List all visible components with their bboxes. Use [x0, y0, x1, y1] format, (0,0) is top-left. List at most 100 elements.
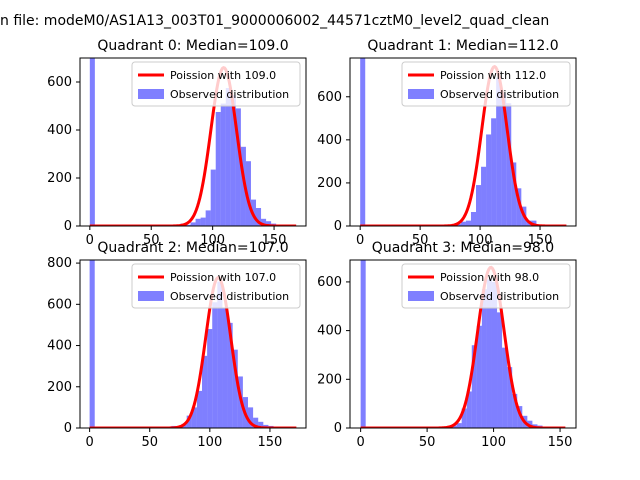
- legend-bars-label: Observed distribution: [170, 290, 289, 303]
- x-tick-label: 50: [141, 435, 158, 450]
- histogram-bar: [225, 88, 231, 226]
- legend-bars-swatch: [138, 291, 164, 301]
- histogram-bar: [496, 77, 502, 226]
- legend: Poission with 112.0 Observed distribution: [401, 61, 571, 107]
- chart-quadrant-0: Quadrant 0: Median=109.0 0 50 100 150 0 200 400…: [47, 38, 307, 248]
- histogram-bar: [481, 289, 487, 428]
- chart-title: Quadrant 1: Median=112.0: [367, 38, 558, 54]
- histogram-bar: [497, 312, 503, 428]
- y-tick-label: 200: [317, 372, 342, 387]
- legend-box: [131, 61, 301, 107]
- legend-box: [401, 61, 571, 107]
- chart-title: Quadrant 3: Median=98.0: [372, 240, 554, 256]
- histogram-bar: [196, 390, 203, 428]
- histogram-bar: [220, 103, 226, 226]
- legend-bars-swatch: [408, 89, 434, 99]
- x-tick-label: 150: [528, 233, 553, 248]
- y-tick-label: 200: [317, 176, 342, 191]
- chart-quadrant-3: Quadrant 3: Median=98.0 0 50 100 150 0 200 400 6…: [317, 240, 577, 450]
- histogram-bar: [261, 218, 267, 226]
- axes-frame: [349, 57, 577, 227]
- x-tick-label: 50: [412, 233, 429, 248]
- histogram-bar: [215, 112, 221, 226]
- histogram-bar: [186, 415, 192, 428]
- plot-area: [89, 58, 297, 226]
- x-tick-label: 0: [356, 435, 364, 450]
- poisson-curve: [89, 65, 297, 226]
- x-tick-label: 0: [356, 233, 364, 248]
- legend-poisson-label: Poission with 109.0: [170, 69, 276, 82]
- histogram-bar: [481, 166, 487, 226]
- x-tick-label: 100: [481, 435, 506, 450]
- histogram-bar: [360, 260, 366, 428]
- legend: Poission with 98.0 Observed distribution: [401, 263, 571, 309]
- histogram-bar: [245, 161, 251, 226]
- histogram-bar: [451, 425, 457, 428]
- axes-frame: [79, 259, 307, 429]
- histogram-bar: [501, 93, 507, 226]
- legend: Poission with 107.0 Observed distribution: [131, 263, 301, 309]
- histogram-bar: [247, 407, 254, 428]
- poisson-curve: [360, 64, 567, 226]
- histogram-bar: [470, 212, 477, 226]
- y-tick-label: 0: [334, 421, 342, 436]
- legend-bars-label: Observed distribution: [440, 88, 559, 101]
- legend: Poission with 109.0 Observed distribution: [131, 61, 301, 107]
- histogram-bar: [456, 423, 462, 428]
- histogram-bar: [256, 208, 262, 226]
- y-tick-label: 400: [47, 339, 72, 354]
- legend-bars-swatch: [408, 291, 434, 301]
- histogram-bar: [222, 308, 228, 428]
- histogram-bar: [217, 281, 223, 428]
- axes-frame: [349, 259, 577, 429]
- chart-title: Quadrant 2: Median=107.0: [97, 240, 288, 256]
- poisson-curve: [360, 265, 566, 428]
- histogram-bar: [486, 279, 492, 428]
- x-tick-label: 0: [86, 233, 94, 248]
- x-tick-label: 50: [419, 435, 436, 450]
- y-tick-label: 600: [317, 275, 342, 290]
- histogram-bar: [512, 393, 518, 428]
- histogram-bar: [507, 367, 513, 428]
- histogram-bar: [491, 281, 498, 428]
- histogram-bar: [258, 421, 264, 428]
- histogram-bar: [506, 103, 512, 226]
- histogram-bar: [471, 345, 477, 428]
- x-tick-label: 100: [197, 435, 222, 450]
- legend-poisson-label: Poission with 107.0: [170, 271, 276, 284]
- legend-poisson-label: Poission with 98.0: [440, 271, 539, 284]
- histogram-bar: [190, 222, 196, 226]
- histogram-bar: [227, 322, 233, 428]
- histogram-bar: [491, 118, 497, 226]
- y-tick-label: 400: [317, 324, 342, 339]
- x-tick-label: 100: [200, 233, 225, 248]
- legend-box: [401, 263, 571, 309]
- histogram-bar: [191, 407, 197, 428]
- chart-title: Quadrant 0: Median=109.0: [97, 38, 288, 54]
- histogram-bar: [460, 221, 466, 226]
- legend-poisson-label: Poission with 112.0: [440, 69, 546, 82]
- histogram-bar: [200, 217, 206, 226]
- histogram-bar: [210, 169, 216, 226]
- y-tick-label: 600: [317, 90, 342, 105]
- histogram-bar: [253, 417, 259, 428]
- histogram-bar: [465, 220, 471, 226]
- plot-area: [89, 260, 297, 428]
- histogram-bar: [195, 218, 201, 226]
- histogram-bar: [89, 260, 95, 428]
- histogram-bar: [486, 134, 492, 226]
- y-tick-label: 0: [64, 421, 72, 436]
- y-tick-label: 200: [47, 171, 72, 186]
- chart-quadrant-1: Quadrant 1: Median=112.0 0 50 100 150 0 200 400…: [317, 38, 577, 248]
- axes-frame: [79, 57, 307, 227]
- legend-bars-label: Observed distribution: [170, 88, 289, 101]
- y-tick-label: 600: [47, 297, 72, 312]
- legend-bars-label: Observed distribution: [440, 290, 559, 303]
- histogram-bar: [202, 355, 208, 428]
- histogram-bar: [207, 329, 213, 428]
- x-tick-label: 150: [258, 435, 283, 450]
- chart-quadrant-2: Quadrant 2: Median=107.0 0 50 100 150 0 200 400…: [47, 240, 307, 450]
- x-tick-label: 50: [143, 233, 160, 248]
- histogram-bar: [461, 408, 467, 428]
